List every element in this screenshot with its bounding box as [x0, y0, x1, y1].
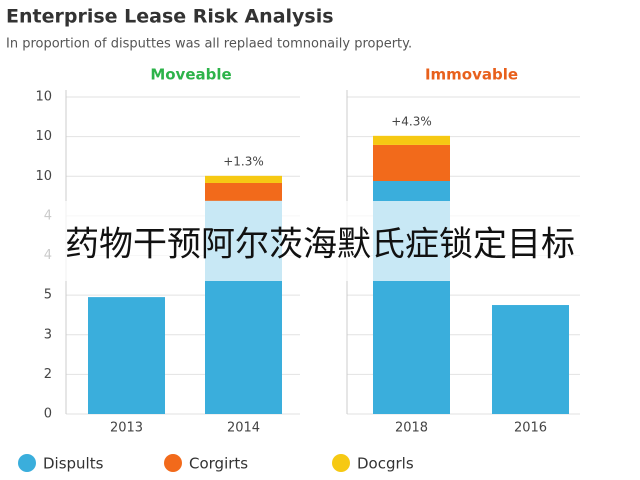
annotation: +1.3% [223, 154, 264, 168]
y-tick-label: 2 [44, 367, 52, 382]
panel-title: Moveable [150, 66, 231, 84]
annotation: +4.3% [391, 114, 432, 128]
y-tick-label: 0 [44, 407, 52, 422]
y-tick-label: 10 [35, 129, 52, 144]
panel-title: Immovable [425, 66, 518, 84]
x-tick-label: 2014 [227, 421, 260, 436]
x-tick-label: 2018 [395, 421, 428, 436]
overlay-band [0, 201, 640, 281]
legend-label: Docgrls [357, 455, 414, 473]
chart-subtitle: In proportion of disputtes was all repla… [6, 37, 412, 52]
bar-segment [88, 297, 165, 414]
y-tick-label: 10 [35, 169, 52, 184]
bar-segment [205, 175, 282, 183]
legend-label: Corgirts [189, 455, 248, 473]
legend-swatch [164, 454, 182, 472]
bar-segment [492, 305, 569, 414]
y-tick-label: 3 [44, 327, 52, 342]
y-tick-label: 5 [44, 288, 52, 303]
legend-swatch [332, 454, 350, 472]
chart-title: Enterprise Lease Risk Analysis [6, 6, 334, 28]
x-tick-label: 2013 [110, 421, 143, 436]
bar-segment [205, 182, 282, 201]
overlay-text: 药物干预阿尔茨海默氏症锁定目标 [65, 225, 575, 265]
bar-segment [373, 135, 450, 145]
bar-segment [373, 144, 450, 182]
legend-swatch [18, 454, 36, 472]
legend-label: Dispults [43, 455, 104, 473]
x-tick-label: 2016 [514, 421, 547, 436]
y-tick-label: 10 [35, 90, 52, 105]
